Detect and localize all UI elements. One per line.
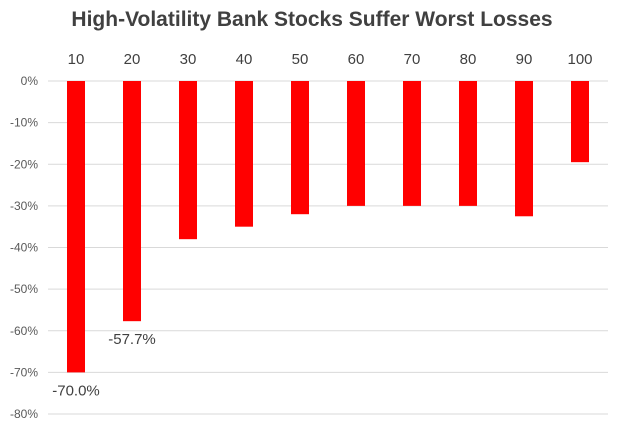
y-tick-label: -50% bbox=[10, 282, 38, 296]
bar bbox=[347, 81, 365, 206]
x-tick-label: 60 bbox=[348, 51, 365, 68]
data-label: -57.7% bbox=[108, 331, 156, 348]
data-label: -70.0% bbox=[52, 382, 100, 399]
x-tick-label: 50 bbox=[292, 51, 309, 68]
y-tick-label: -60% bbox=[10, 324, 38, 338]
x-tick-label: 10 bbox=[68, 51, 85, 68]
bar bbox=[179, 81, 197, 240]
bar bbox=[403, 81, 421, 206]
bar bbox=[123, 81, 141, 322]
x-tick-label: 20 bbox=[124, 51, 141, 68]
bar bbox=[291, 81, 309, 215]
x-tick-label: 30 bbox=[180, 51, 197, 68]
x-tick-label: 40 bbox=[236, 51, 253, 68]
x-tick-label: 100 bbox=[567, 51, 592, 68]
chart-title: High-Volatility Bank Stocks Suffer Worst… bbox=[71, 8, 553, 31]
y-tick-label: -40% bbox=[10, 241, 38, 255]
y-tick-label: -30% bbox=[10, 199, 38, 213]
bar bbox=[235, 81, 253, 227]
x-tick-label: 80 bbox=[460, 51, 477, 68]
bar bbox=[67, 81, 85, 373]
bar bbox=[515, 81, 533, 217]
y-tick-label: -10% bbox=[10, 116, 38, 130]
bar bbox=[459, 81, 477, 206]
bar bbox=[571, 81, 589, 163]
x-tick-label: 70 bbox=[404, 51, 421, 68]
y-tick-label: -80% bbox=[10, 407, 38, 421]
x-tick-label: 90 bbox=[516, 51, 533, 68]
y-tick-label: 0% bbox=[21, 74, 39, 88]
y-tick-label: -70% bbox=[10, 365, 38, 379]
y-tick-label: -20% bbox=[10, 157, 38, 171]
